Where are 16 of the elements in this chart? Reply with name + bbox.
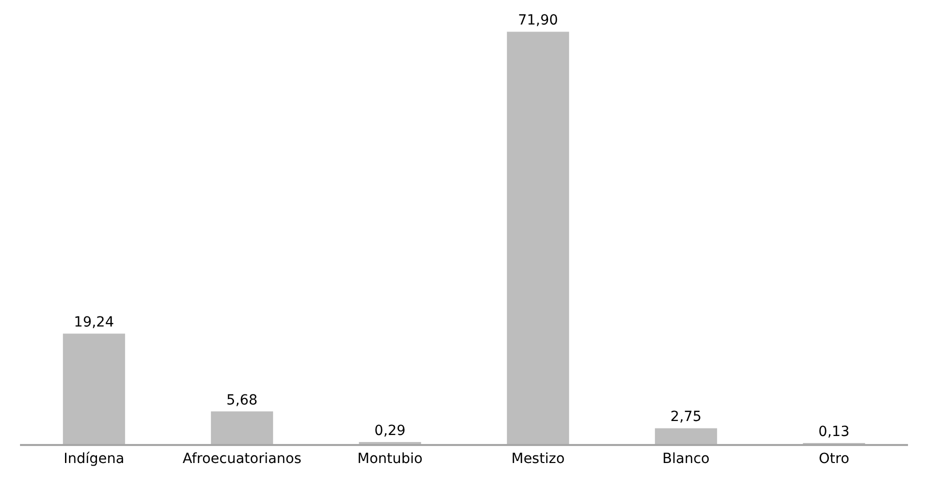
data-label: 71,90	[518, 12, 558, 29]
bar	[654, 428, 718, 444]
x-tick-label: Afroecuatorianos	[182, 450, 302, 467]
data-label: 2,75	[670, 409, 702, 426]
bar	[210, 411, 274, 444]
data-label: 5,68	[226, 392, 258, 408]
bar	[506, 32, 570, 444]
x-tick-label: Indígena	[64, 450, 124, 467]
x-tick-label: Blanco	[662, 450, 710, 467]
x-tick-label: Montubio	[357, 450, 423, 467]
x-tick-label: Mestizo	[511, 450, 565, 467]
data-label: 19,24	[74, 314, 114, 331]
data-label: 0,29	[374, 423, 406, 439]
x-tick-label: Otro	[818, 450, 850, 467]
bar	[62, 334, 126, 444]
data-label: 0,13	[818, 424, 850, 440]
